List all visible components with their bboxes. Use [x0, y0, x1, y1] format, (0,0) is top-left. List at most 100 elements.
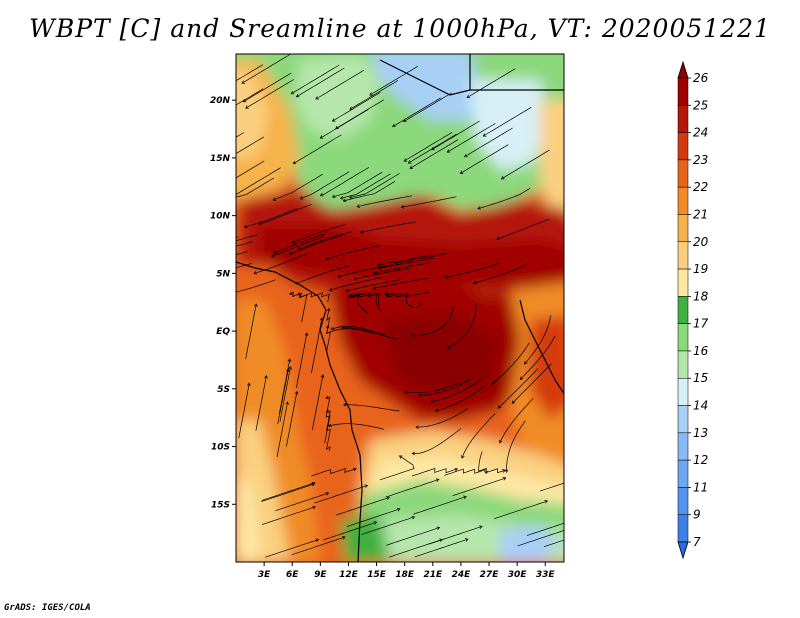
streamline [404, 382, 460, 393]
streamline-arrow [403, 118, 407, 123]
streamline-arrow [396, 507, 401, 512]
streamline-arrow [590, 473, 593, 476]
streamline [369, 65, 419, 96]
streamline [279, 366, 291, 422]
streamline-arrow [331, 194, 336, 199]
streamline-arrow [482, 133, 487, 137]
x-tick-label: 12E [339, 570, 359, 580]
streamline [236, 160, 265, 179]
y-tick-label: 20N [210, 96, 231, 106]
streamline-arrow [415, 425, 419, 429]
streamline-arrow [319, 135, 324, 139]
streamline-arrow [386, 496, 390, 500]
streamline [289, 292, 308, 323]
colorbar-label: 16 [693, 344, 709, 358]
colorbar-cap-top [677, 60, 689, 79]
streamline [274, 232, 327, 254]
streamline-arrow [461, 455, 465, 459]
colorbar-swatch [677, 159, 689, 188]
streamline [296, 67, 345, 98]
streamline [349, 80, 399, 110]
streamline [452, 477, 506, 497]
streamline [298, 231, 352, 250]
x-axis: 3E 6E 9E 12E 15E 18E 21E 24E 27E 30E 33E [258, 562, 555, 580]
colorbar-label: 14 [693, 399, 708, 413]
streamlines [215, 54, 597, 558]
streamline [543, 539, 564, 548]
streamline [414, 538, 469, 558]
streamline [412, 467, 458, 477]
streamline [403, 132, 453, 162]
streamline [236, 177, 275, 198]
streamline-arrow [404, 390, 408, 395]
streamline [291, 64, 340, 95]
streamline-arrow [330, 326, 335, 331]
streamline [386, 527, 440, 546]
streamline-arrow [464, 538, 469, 542]
streamline-arrow [407, 160, 412, 164]
streamline [499, 398, 534, 443]
streamline [276, 401, 288, 458]
streamline [236, 167, 281, 195]
streamline [349, 173, 400, 199]
streamline [265, 539, 319, 558]
streamline [354, 267, 410, 280]
streamline-arrow [499, 439, 503, 444]
streamline-arrow [369, 92, 373, 96]
streamline-arrow [444, 275, 449, 279]
streamline-arrow [594, 528, 597, 531]
streamline-arrow [325, 491, 330, 496]
streamline-arrow [472, 280, 477, 285]
streamline [392, 97, 441, 127]
streamline-arrow [331, 118, 336, 122]
streamline-arrow [568, 528, 571, 531]
streamline-arrow [295, 93, 300, 98]
streamline-arrow [364, 484, 369, 488]
chart-title: WBPT [C] and Sreamline at 1000hPa, VT: 2… [29, 14, 771, 43]
colorbar-label: 26 [693, 71, 709, 85]
streamline-arrow [384, 291, 388, 296]
streamline-arrow [410, 333, 414, 338]
streamline [494, 500, 548, 520]
streamline [415, 408, 469, 428]
streamline [496, 218, 550, 240]
streamline-arrow [253, 303, 258, 307]
streamline [466, 68, 516, 98]
streamline [378, 257, 434, 269]
colorbar-swatch [677, 105, 689, 133]
streamline-arrow [290, 90, 295, 95]
colorbar-swatch [677, 132, 689, 161]
streamline [328, 423, 385, 430]
streamline [314, 485, 368, 504]
y-tick-label: 5N [216, 269, 230, 279]
streamline-arrow [258, 221, 263, 226]
streamline [418, 378, 472, 396]
streamline-arrow [349, 195, 353, 199]
streamline-arrow [434, 408, 439, 413]
x-tick-label: 30E [508, 570, 528, 580]
streamline-arrow [409, 165, 413, 169]
streamline-arrow [342, 198, 347, 203]
x-tick-label: 15E [367, 570, 387, 580]
streamline [261, 483, 315, 502]
streamline-arrow [359, 230, 364, 234]
streamline [445, 262, 500, 278]
colorbar-swatch [677, 432, 689, 461]
streamline-arrow [215, 91, 218, 94]
streamline [379, 455, 415, 481]
streamline-arrow [376, 262, 381, 267]
streamline-arrow [373, 270, 378, 275]
y-tick-label: 10S [211, 443, 230, 453]
streamline-arrow [504, 469, 509, 473]
streamline-arrow [435, 478, 440, 482]
streamline [403, 92, 452, 123]
streamline-arrow [356, 204, 361, 208]
colorbar-swatch [677, 77, 689, 106]
streamline [320, 109, 369, 139]
streamline-arrow [325, 409, 330, 414]
streamline [295, 265, 349, 285]
streamline [291, 536, 346, 556]
streamline [236, 241, 254, 247]
streamline-arrow [285, 401, 289, 405]
y-tick-label: 15N [210, 154, 231, 164]
